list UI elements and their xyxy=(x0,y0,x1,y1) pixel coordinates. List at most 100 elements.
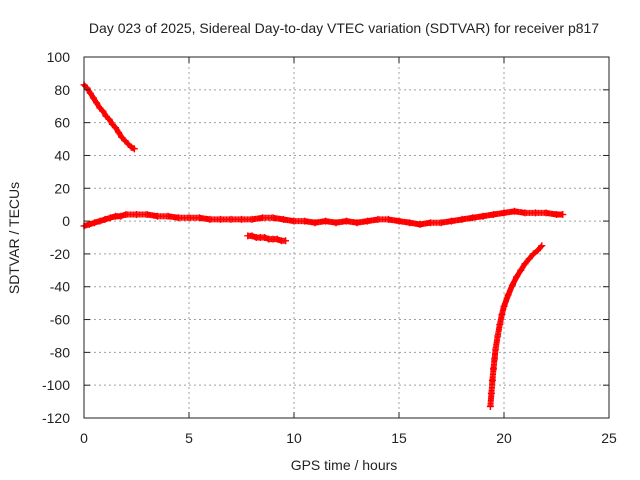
y-tick-label: -100 xyxy=(42,377,70,393)
data-point xyxy=(90,94,97,102)
data-point xyxy=(504,291,512,299)
data-point xyxy=(542,209,550,217)
data-point xyxy=(99,107,107,115)
plot-frame xyxy=(83,56,610,419)
data-point xyxy=(529,250,537,258)
data-point xyxy=(112,124,119,132)
y-tick-label: -120 xyxy=(42,410,70,426)
data-point xyxy=(494,332,502,340)
data-point xyxy=(206,215,214,223)
data-point xyxy=(513,273,521,281)
y-tick-label: -40 xyxy=(50,279,70,295)
data-point xyxy=(427,219,434,227)
data-point xyxy=(406,219,413,227)
data-point xyxy=(395,217,403,225)
data-point xyxy=(85,220,93,228)
y-tick-label: 100 xyxy=(47,49,71,65)
data-point xyxy=(83,84,91,92)
data-point xyxy=(500,302,508,310)
data-point xyxy=(91,219,98,227)
x-tick-label: 5 xyxy=(185,430,193,446)
data-point xyxy=(490,365,497,373)
data-point xyxy=(101,215,109,223)
data-point xyxy=(532,209,539,217)
x-tick-label: 20 xyxy=(496,430,512,446)
data-point xyxy=(273,235,281,243)
data-point xyxy=(538,242,546,250)
data-point xyxy=(118,133,126,141)
data-point xyxy=(143,211,151,218)
data-point xyxy=(487,389,495,397)
series-early-decay xyxy=(80,81,138,153)
y-tick-label: -20 xyxy=(50,246,70,262)
data-point xyxy=(248,232,256,240)
data-point xyxy=(124,140,132,148)
data-point xyxy=(96,104,104,112)
y-tick-label: -80 xyxy=(50,344,70,360)
data-point xyxy=(261,234,269,241)
series-late-recovery xyxy=(486,242,546,410)
data-point xyxy=(196,214,203,222)
data-point xyxy=(469,214,476,222)
data-point xyxy=(227,215,235,223)
y-tick-label: 20 xyxy=(54,180,70,196)
data-point xyxy=(491,355,499,363)
data-point xyxy=(437,219,445,227)
data-point xyxy=(122,211,130,218)
data-point xyxy=(496,321,504,328)
y-axis-title: SDTVAR / TECUs xyxy=(6,182,22,294)
series-main-trace xyxy=(80,207,567,230)
data-point xyxy=(525,255,533,263)
x-tick-label: 10 xyxy=(286,430,302,446)
y-tick-label: 80 xyxy=(54,82,70,98)
data-point xyxy=(102,112,110,120)
data-point xyxy=(115,129,123,136)
data-point xyxy=(86,89,94,97)
data-point xyxy=(488,376,496,384)
data-point xyxy=(121,137,129,145)
data-point xyxy=(374,215,382,223)
data-point xyxy=(280,215,287,223)
data-point xyxy=(259,214,266,222)
series-trace xyxy=(487,242,545,410)
data-point xyxy=(364,217,371,225)
data-point xyxy=(130,145,138,153)
y-tick-label: 0 xyxy=(62,213,70,229)
data-point xyxy=(498,311,506,319)
series-mid-offset xyxy=(244,232,290,245)
data-point xyxy=(492,345,500,353)
data-point xyxy=(164,212,172,220)
data-point xyxy=(248,215,256,223)
data-point xyxy=(500,209,508,217)
ticks: 0 5 10 15 20 25 -120 -100 -80 -60 -40 -20 0 20 40 60 80 1… xyxy=(42,49,617,446)
data-point xyxy=(217,215,224,223)
data-point xyxy=(385,215,392,223)
data-point xyxy=(311,219,319,227)
chart-title: Day 023 of 2025, Sidereal Day-to-day VTE… xyxy=(89,20,599,36)
data-point xyxy=(490,211,497,218)
data-point xyxy=(127,143,135,151)
data-point xyxy=(448,217,455,225)
grid xyxy=(84,57,609,418)
data-layer xyxy=(80,81,567,410)
data-point xyxy=(521,209,529,217)
data-point xyxy=(290,217,298,225)
data-point xyxy=(534,247,542,255)
data-point xyxy=(517,266,525,274)
y-tick-label: 40 xyxy=(54,147,70,163)
x-tick-label: 15 xyxy=(391,430,407,446)
data-point xyxy=(479,212,487,220)
data-point xyxy=(117,212,125,220)
data-point xyxy=(353,219,361,227)
data-point xyxy=(154,212,161,220)
data-point xyxy=(559,211,567,218)
data-point xyxy=(282,237,290,245)
data-point xyxy=(343,217,350,225)
data-point xyxy=(458,215,466,223)
data-point xyxy=(133,211,140,218)
data-point xyxy=(416,220,424,228)
x-axis-title: GPS time / hours xyxy=(291,457,398,473)
data-point xyxy=(238,215,245,223)
data-point xyxy=(511,207,518,215)
